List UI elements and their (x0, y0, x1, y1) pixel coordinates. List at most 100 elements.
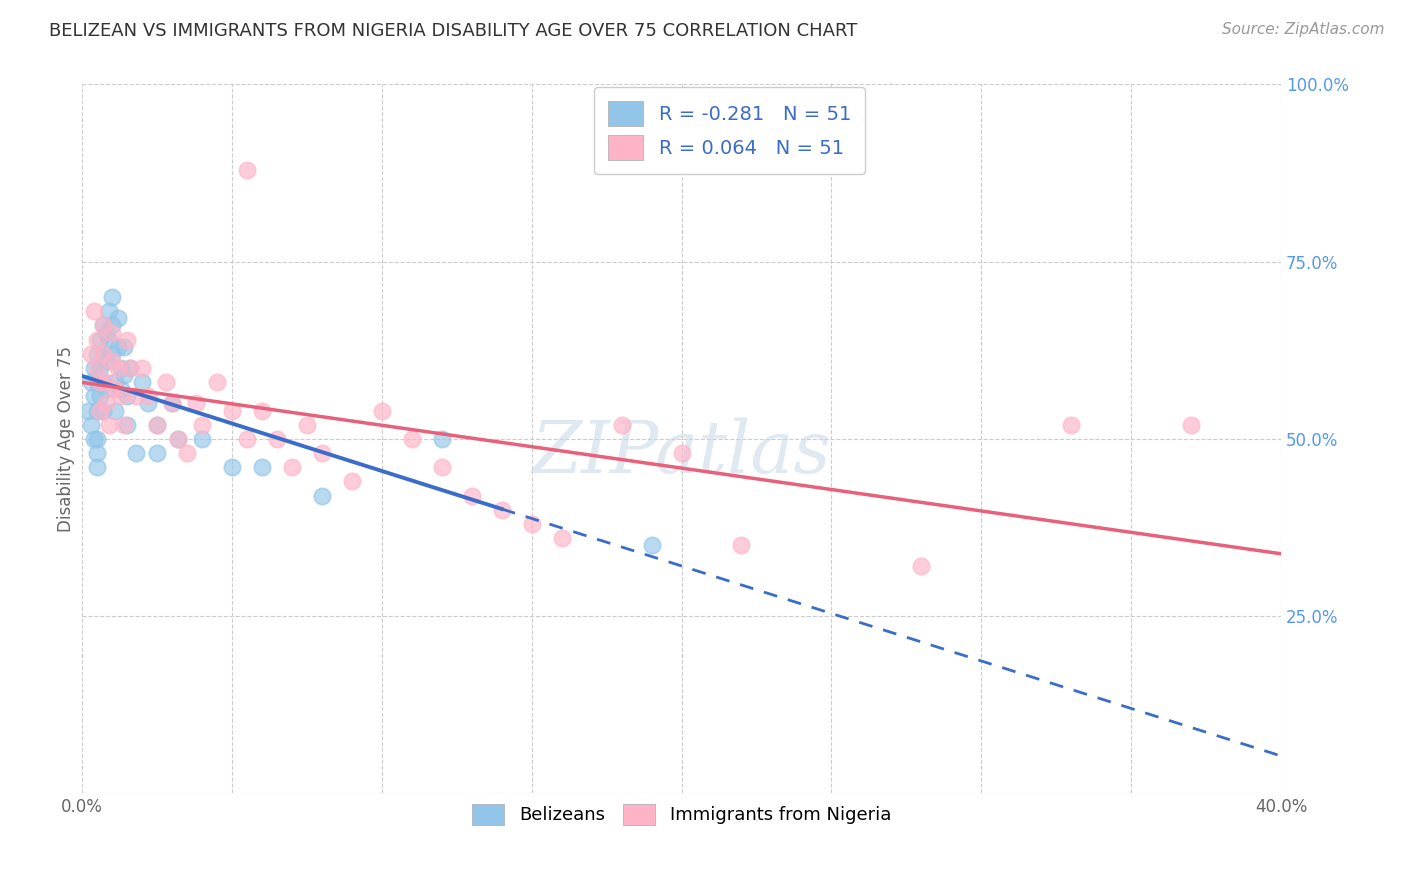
Point (91, 347, 114, 361)
Point (236, 432, 259, 446)
Point (112, 417, 135, 432)
Point (155, 375, 177, 389)
Point (101, 354, 124, 368)
Point (1180, 417, 1202, 432)
Point (167, 432, 190, 446)
Point (83, 389, 105, 403)
Point (86, 333, 108, 347)
Point (98, 304, 121, 318)
Point (94, 382, 117, 396)
Point (89, 375, 111, 389)
Point (86, 361, 108, 376)
Point (167, 432, 190, 446)
Text: Source: ZipAtlas.com: Source: ZipAtlas.com (1222, 22, 1385, 37)
Point (107, 340, 129, 354)
Point (91, 318, 114, 333)
Point (83, 304, 105, 318)
Point (136, 396, 159, 410)
Point (83, 361, 105, 376)
Point (295, 417, 318, 432)
Point (104, 382, 127, 396)
Point (1060, 417, 1083, 432)
Point (125, 389, 148, 403)
Point (184, 396, 207, 410)
Point (640, 538, 662, 552)
Point (266, 432, 288, 446)
Point (107, 361, 129, 376)
Point (340, 475, 363, 489)
Point (89, 403, 111, 417)
Point (86, 347, 108, 361)
Point (83, 432, 105, 446)
Point (520, 516, 543, 531)
Point (80, 347, 103, 361)
Point (550, 531, 572, 545)
Point (112, 368, 135, 383)
Point (671, 446, 693, 460)
Point (98, 417, 121, 432)
Point (77, 403, 100, 417)
Point (160, 396, 183, 410)
Point (86, 432, 108, 446)
Point (110, 382, 132, 396)
Point (371, 403, 394, 417)
Point (221, 403, 243, 417)
Point (110, 361, 132, 376)
Point (430, 460, 453, 475)
Point (461, 489, 484, 503)
Point (110, 389, 132, 403)
Text: ZIPatlas: ZIPatlas (531, 417, 831, 488)
Point (89, 361, 111, 376)
Point (910, 559, 932, 574)
Point (311, 489, 333, 503)
Point (101, 347, 124, 361)
Point (160, 396, 183, 410)
Text: BELIZEAN VS IMMIGRANTS FROM NIGERIA DISABILITY AGE OVER 75 CORRELATION CHART: BELIZEAN VS IMMIGRANTS FROM NIGERIA DISA… (49, 22, 858, 40)
Point (120, 361, 142, 376)
Point (491, 503, 513, 517)
Point (80, 417, 103, 432)
Point (112, 340, 135, 354)
Point (176, 446, 198, 460)
Point (104, 375, 127, 389)
Point (191, 417, 214, 432)
Point (311, 446, 333, 460)
Point (101, 318, 124, 333)
Point (101, 326, 124, 340)
Point (91, 318, 114, 333)
Legend: Belizeans, Immigrants from Nigeria: Belizeans, Immigrants from Nigeria (463, 795, 900, 834)
Point (91, 403, 114, 417)
Point (221, 460, 243, 475)
Point (146, 417, 169, 432)
Point (101, 290, 124, 304)
Point (86, 375, 108, 389)
Point (730, 538, 752, 552)
Point (236, 162, 259, 177)
Point (401, 432, 423, 446)
Point (107, 311, 129, 326)
Point (94, 326, 117, 340)
Point (86, 446, 108, 460)
Point (131, 375, 153, 389)
Point (115, 333, 138, 347)
Point (91, 347, 114, 361)
Y-axis label: Disability Age Over 75: Disability Age Over 75 (58, 346, 75, 532)
Point (146, 446, 169, 460)
Point (104, 403, 127, 417)
Point (281, 460, 304, 475)
Point (250, 403, 273, 417)
Point (205, 375, 228, 389)
Point (91, 375, 114, 389)
Point (86, 460, 108, 475)
Point (191, 432, 214, 446)
Point (120, 361, 142, 376)
Point (86, 403, 108, 417)
Point (131, 361, 153, 376)
Point (94, 375, 117, 389)
Point (89, 333, 111, 347)
Point (610, 417, 633, 432)
Point (115, 417, 138, 432)
Point (146, 417, 169, 432)
Point (94, 396, 117, 410)
Point (115, 389, 138, 403)
